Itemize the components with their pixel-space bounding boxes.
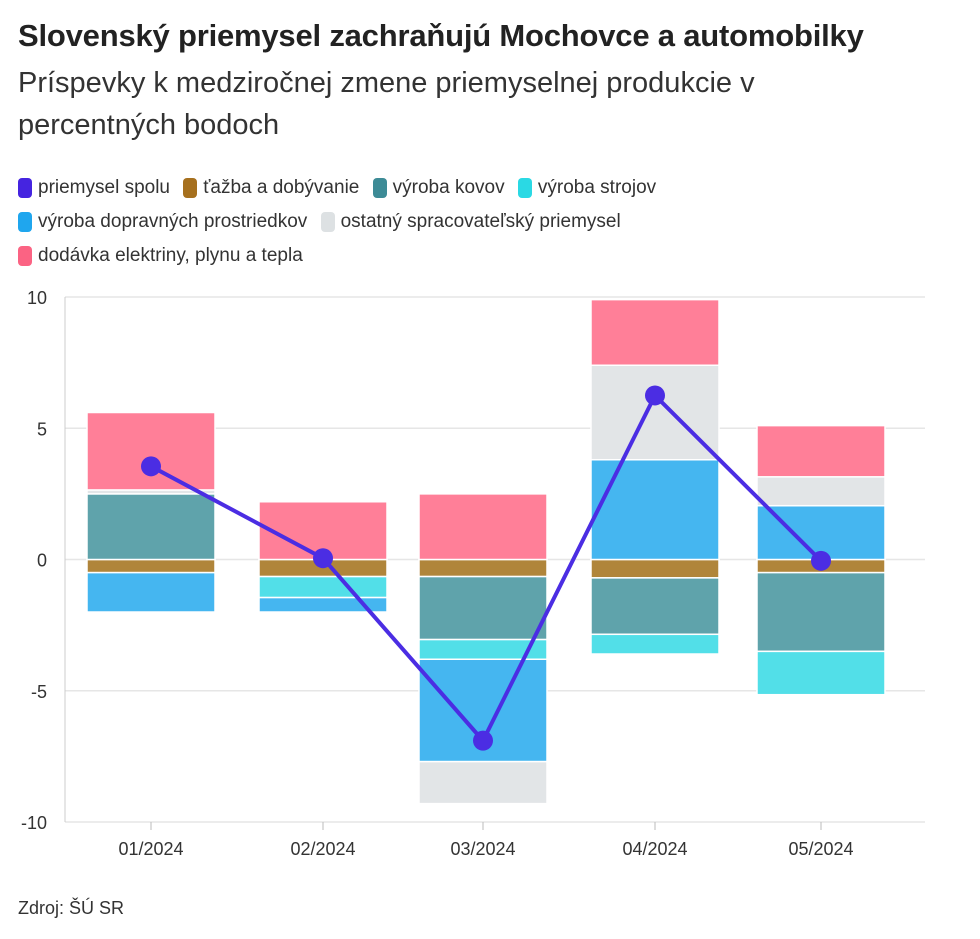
y-tick-label: 0	[37, 551, 47, 571]
y-tick-label: -5	[31, 682, 47, 702]
chart-subtitle: Príspevky k medziročnej zmene priemyseln…	[18, 67, 755, 141]
legend-item[interactable]: výroba kovov	[372, 174, 505, 203]
legend: priemysel spolu ťažba a dobývanie výroba…	[18, 174, 778, 275]
bar-segment	[258, 575, 388, 599]
bar-segment	[86, 571, 216, 613]
legend-item[interactable]: ťažba a dobývanie	[183, 174, 359, 203]
legend-swatch	[18, 178, 32, 199]
bar-segment	[590, 577, 720, 636]
bar-segment	[590, 558, 720, 579]
legend-label: ťažba a dobývanie	[203, 177, 360, 198]
legend-label: dodávka elektriny, plynu a tepla	[38, 244, 303, 266]
legend-swatch	[517, 178, 532, 199]
legend-label: výroba dopravných prostriedkov	[38, 210, 308, 232]
y-tick-label: 10	[27, 288, 47, 308]
legend-label: výroba strojov	[537, 177, 657, 198]
line-point	[141, 456, 161, 477]
legend-swatch	[18, 245, 32, 266]
bar-segment	[756, 424, 886, 478]
y-tick-label: 5	[37, 419, 47, 439]
legend-item[interactable]: dodávka elektriny, plynu a tepla	[18, 242, 303, 271]
legend-label: výroba kovov	[392, 177, 505, 198]
bar-segment	[258, 596, 388, 613]
bar-segment	[590, 298, 720, 366]
line-point	[811, 550, 831, 571]
source-note: Zdroj: ŠÚ SR	[18, 898, 125, 918]
legend-item[interactable]: výroba strojov	[517, 174, 657, 203]
line-point	[313, 548, 333, 569]
x-tick-label: 05/2024	[788, 839, 853, 859]
bar-segment	[756, 571, 886, 653]
bar-segment	[756, 650, 886, 696]
x-tick-label: 03/2024	[450, 839, 515, 859]
x-tick-label: 04/2024	[622, 839, 687, 859]
legend-swatch	[320, 212, 335, 232]
x-tick-label: 02/2024	[290, 839, 355, 859]
bar-segment	[418, 493, 548, 561]
bar-segment	[418, 760, 548, 805]
legend-item[interactable]: priemysel spolu	[18, 174, 170, 203]
bar-segment	[590, 633, 720, 655]
bar-segment	[86, 411, 216, 491]
x-tick-label: 01/2024	[118, 839, 183, 859]
bar-segment	[86, 558, 216, 574]
bar-segment	[418, 575, 548, 641]
line-point	[473, 730, 493, 751]
legend-item[interactable]: ostatný spracovateľský priemysel	[320, 208, 621, 237]
bar-segment	[590, 459, 720, 561]
legend-swatch	[18, 212, 32, 232]
legend-swatch	[183, 178, 198, 199]
legend-label: priemysel spolu	[38, 177, 170, 198]
bar-segment	[756, 504, 886, 561]
legend-swatch	[372, 178, 387, 199]
bar-segment	[590, 364, 720, 461]
bar-segment	[418, 558, 548, 578]
legend-item[interactable]: výroba dopravných prostriedkov	[18, 208, 307, 237]
y-tick-label: -10	[21, 813, 47, 833]
bar-segment	[86, 493, 216, 561]
chart-title: Slovenský priemysel zachraňujú Mochovce …	[18, 18, 864, 53]
line-point	[645, 385, 665, 406]
bar-segment	[756, 476, 886, 507]
legend-label: ostatný spracovateľský priemysel	[340, 210, 621, 232]
